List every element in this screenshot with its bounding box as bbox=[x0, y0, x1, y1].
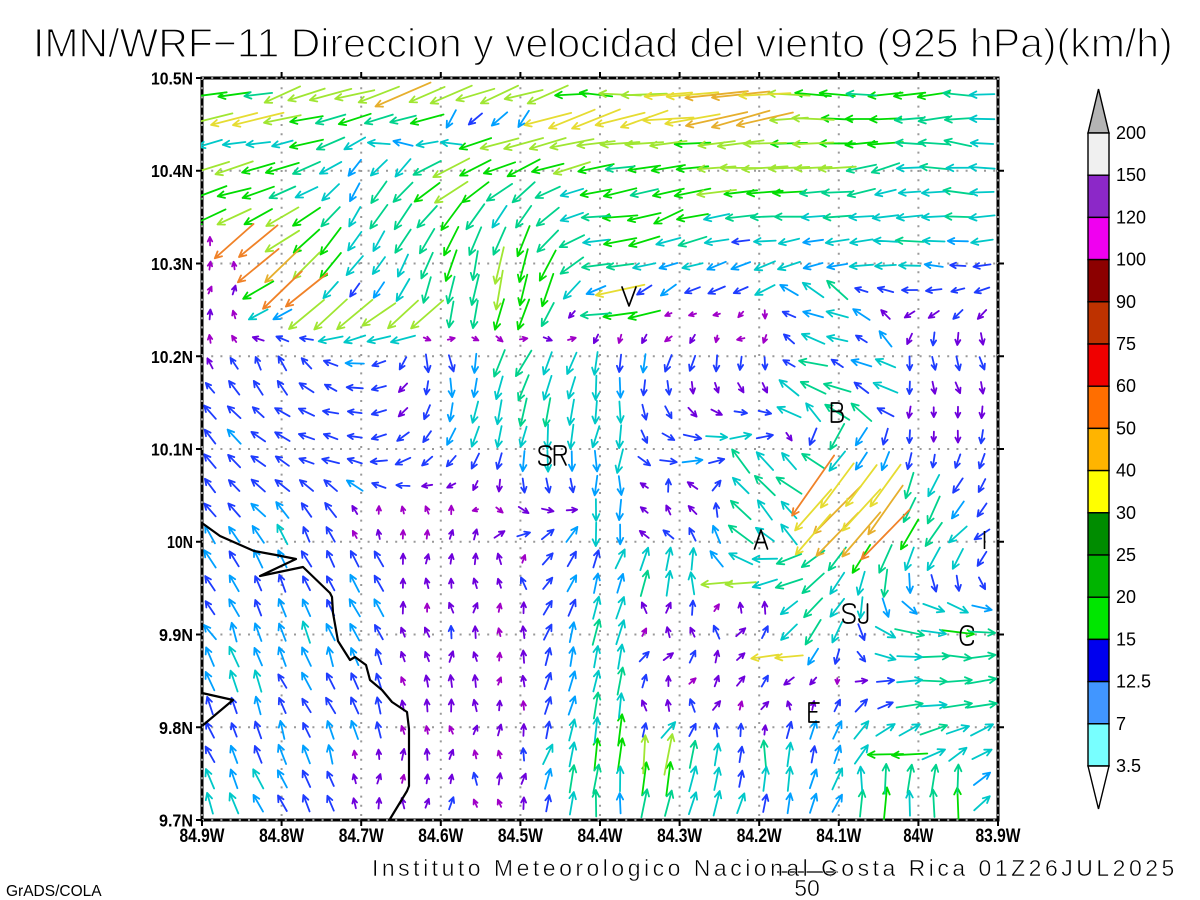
svg-text:15: 15 bbox=[1116, 629, 1136, 649]
svg-text:84.6W: 84.6W bbox=[418, 826, 463, 847]
svg-text:10.2N: 10.2N bbox=[151, 347, 193, 367]
svg-text:Instituto Meteorologico Nacion: Instituto Meteorologico Nacional Costa R… bbox=[372, 855, 1178, 881]
svg-text:84.3W: 84.3W bbox=[657, 826, 702, 847]
svg-text:84.4W: 84.4W bbox=[578, 826, 623, 847]
svg-text:10.3N: 10.3N bbox=[151, 254, 193, 274]
svg-text:60: 60 bbox=[1116, 376, 1136, 396]
svg-text:7: 7 bbox=[1116, 714, 1126, 734]
svg-text:84.8W: 84.8W bbox=[259, 826, 304, 847]
svg-text:200: 200 bbox=[1116, 123, 1146, 143]
svg-text:GrADS/COLA: GrADS/COLA bbox=[6, 883, 102, 900]
svg-text:100: 100 bbox=[1116, 250, 1146, 270]
svg-text:150: 150 bbox=[1116, 165, 1146, 185]
svg-text:84.9W: 84.9W bbox=[180, 826, 225, 847]
svg-text:84W: 84W bbox=[903, 826, 933, 847]
svg-text:50: 50 bbox=[794, 875, 820, 900]
svg-text:84.2W: 84.2W bbox=[737, 826, 782, 847]
svg-text:10.5N: 10.5N bbox=[151, 69, 193, 89]
svg-text:9.7N: 9.7N bbox=[159, 811, 193, 831]
svg-text:40: 40 bbox=[1116, 461, 1136, 481]
svg-text:50: 50 bbox=[1116, 418, 1136, 438]
svg-text:75: 75 bbox=[1116, 334, 1136, 354]
svg-text:84.1W: 84.1W bbox=[816, 826, 861, 847]
svg-text:25: 25 bbox=[1116, 545, 1136, 565]
svg-text:84.7W: 84.7W bbox=[339, 826, 384, 847]
svg-text:84.5W: 84.5W bbox=[498, 826, 543, 847]
svg-text:90: 90 bbox=[1116, 292, 1136, 312]
svg-text:9.9N: 9.9N bbox=[159, 625, 193, 645]
svg-text:9.8N: 9.8N bbox=[159, 718, 193, 738]
svg-text:10.1N: 10.1N bbox=[151, 440, 193, 460]
svg-text:10.4N: 10.4N bbox=[151, 161, 193, 181]
svg-text:30: 30 bbox=[1116, 503, 1136, 523]
svg-text:20: 20 bbox=[1116, 587, 1136, 607]
svg-text:83.9W: 83.9W bbox=[976, 826, 1021, 847]
svg-text:10N: 10N bbox=[167, 532, 193, 552]
svg-text:3.5: 3.5 bbox=[1116, 756, 1141, 776]
svg-text:12.5: 12.5 bbox=[1116, 672, 1151, 692]
svg-text:120: 120 bbox=[1116, 207, 1146, 227]
svg-text:IMN/WRF−11 Direccion y velocid: IMN/WRF−11 Direccion y velocidad del vie… bbox=[33, 20, 1173, 66]
